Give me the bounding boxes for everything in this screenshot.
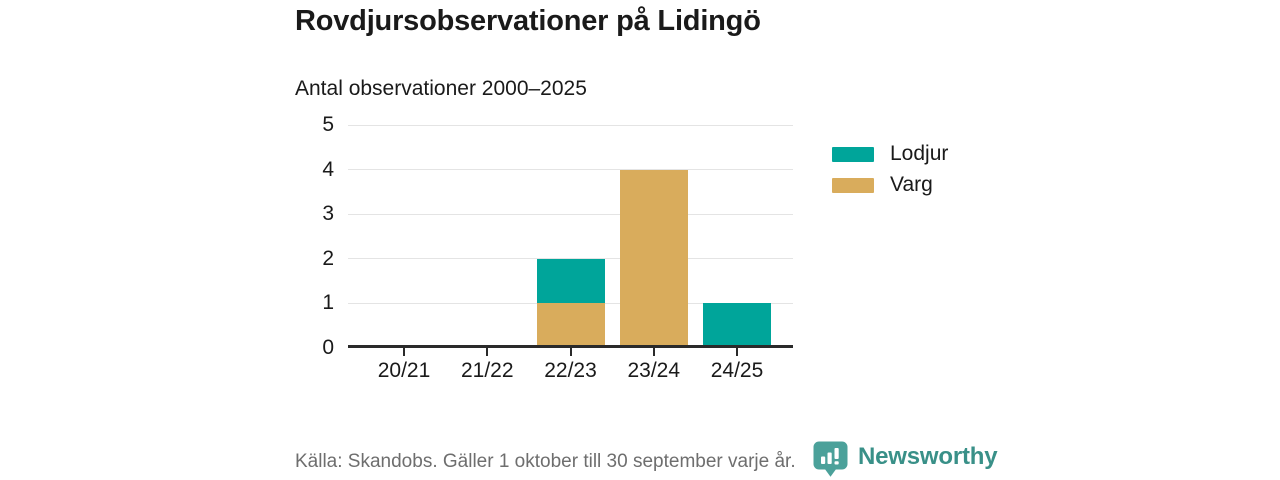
x-tick-label: 24/25 xyxy=(710,359,764,382)
legend-item-varg: Varg xyxy=(832,174,948,196)
legend-item-lodjur: Lodjur xyxy=(832,143,948,165)
x-tick-mark xyxy=(403,348,406,356)
gridline-5 xyxy=(348,124,793,126)
y-tick-label: 4 xyxy=(322,157,334,181)
newsworthy-logo: Newsworthy xyxy=(812,440,998,478)
y-tick-label: 0 xyxy=(322,336,334,359)
y-tick-label: 3 xyxy=(322,202,334,226)
legend-swatch-varg xyxy=(832,177,874,193)
bar-varg-23-24 xyxy=(619,169,688,348)
speech-bubble-bar-chart-icon xyxy=(813,441,848,477)
legend: Lodjur Varg xyxy=(832,143,948,205)
legend-label: Varg xyxy=(890,173,933,196)
legend-label: Lodjur xyxy=(890,142,949,165)
x-tick-mark xyxy=(736,348,739,356)
gridline-2 xyxy=(348,258,793,260)
source-note: Källa: Skandobs. Gäller 1 oktober till 3… xyxy=(295,451,796,472)
chart-title: Rovdjursobservationer på Lidingö xyxy=(295,5,761,37)
y-tick-label: 5 xyxy=(322,113,334,136)
gridline-3 xyxy=(348,213,793,215)
plot-area: 0 1 2 3 4 5 20/21 21/22 22/23 23/24 24/25 xyxy=(322,113,793,382)
bar-lodjur-24-25 xyxy=(703,303,772,348)
x-tick-label: 22/23 xyxy=(544,359,597,382)
gridline-4 xyxy=(348,169,793,171)
x-tick-mark xyxy=(569,348,572,356)
y-tick-label: 1 xyxy=(322,291,334,315)
x-tick-mark xyxy=(486,348,489,356)
x-tick-label: 20/21 xyxy=(377,359,431,382)
y-tick-label: 2 xyxy=(322,246,334,270)
bar-varg-22-23 xyxy=(536,303,605,348)
x-tick-label: 21/22 xyxy=(460,359,514,382)
chart-subtitle: Antal observationer 2000–2025 xyxy=(295,77,587,100)
x-tick-label: 23/24 xyxy=(627,359,681,382)
x-tick-mark xyxy=(652,348,655,356)
bar-lodjur-22-23 xyxy=(536,258,605,304)
x-axis-line xyxy=(348,345,793,348)
newsworthy-wordmark: Newsworthy xyxy=(858,443,998,470)
legend-swatch-lodjur xyxy=(832,146,874,162)
